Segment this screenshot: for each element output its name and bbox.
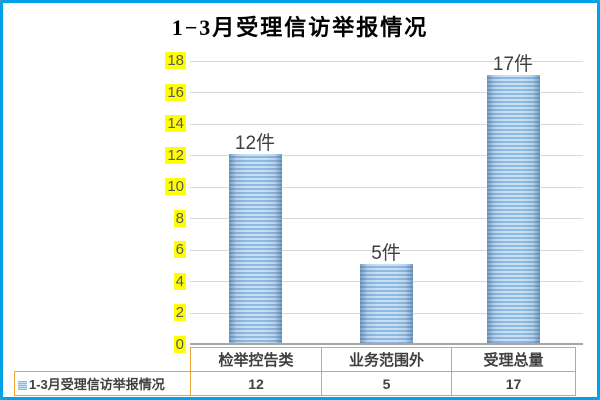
table-value-cell: 17 <box>451 371 576 396</box>
bar <box>359 264 413 343</box>
chart-title: 1−3月受理信访举报情况 <box>171 15 429 40</box>
x-axis-line <box>190 343 583 345</box>
y-tick-value: 4 <box>173 272 186 290</box>
legend-cell: 1-3月受理信访举报情况 <box>14 371 191 396</box>
y-axis-tick-label: 10 <box>165 177 186 197</box>
data-table: 检举控告类 业务范围外 受理总量 1-3月受理信访举报情况 12 5 17 <box>14 347 576 396</box>
y-axis-tick-label: 14 <box>165 114 186 134</box>
bar <box>228 153 282 343</box>
table-column-header: 受理总量 <box>451 347 576 372</box>
table-corner-cell <box>15 348 191 372</box>
y-tick-value: 12 <box>165 146 186 164</box>
bar-value-label: 17件 <box>492 53 534 75</box>
y-tick-value: 14 <box>165 115 186 133</box>
y-tick-value: 6 <box>173 241 186 259</box>
bar <box>486 74 540 343</box>
table-column-header: 业务范围外 <box>321 347 452 372</box>
table-value-cell: 12 <box>190 371 322 396</box>
gridline <box>190 249 583 251</box>
gridline <box>190 60 583 62</box>
legend-label: 1-3月受理信访举报情况 <box>29 377 165 392</box>
y-axis-tick-label: 8 <box>173 209 186 229</box>
y-tick-value: 8 <box>173 209 186 227</box>
gridline <box>190 123 583 125</box>
y-axis-tick-label: 18 <box>165 51 186 71</box>
legend-swatch-icon <box>18 381 27 390</box>
gridline <box>190 218 583 220</box>
y-axis-tick-label: 4 <box>173 272 186 292</box>
y-axis-tick-label: 12 <box>165 146 186 166</box>
y-tick-value: 2 <box>173 304 186 322</box>
table-column-header: 检举控告类 <box>190 347 322 372</box>
y-axis-tick-label: 6 <box>173 240 186 260</box>
y-tick-value: 18 <box>165 52 186 69</box>
y-axis-tick-label: 0 <box>173 335 186 355</box>
bar-value-label: 5件 <box>371 243 401 265</box>
gridline <box>190 92 583 94</box>
y-tick-value: 0 <box>173 336 186 353</box>
table-header-row: 检举控告类 业务范围外 受理总量 <box>15 347 576 372</box>
y-axis-tick-label: 16 <box>165 83 186 103</box>
table-value-cell: 5 <box>321 371 452 396</box>
y-tick-value: 16 <box>165 83 186 101</box>
y-tick-value: 10 <box>165 178 186 196</box>
y-axis-tick-label: 2 <box>173 303 186 323</box>
gridline <box>190 186 583 188</box>
table-legend-row: 1-3月受理信访举报情况 12 5 17 <box>14 371 576 396</box>
gridline <box>190 155 583 157</box>
bar-value-label: 12件 <box>234 132 276 154</box>
